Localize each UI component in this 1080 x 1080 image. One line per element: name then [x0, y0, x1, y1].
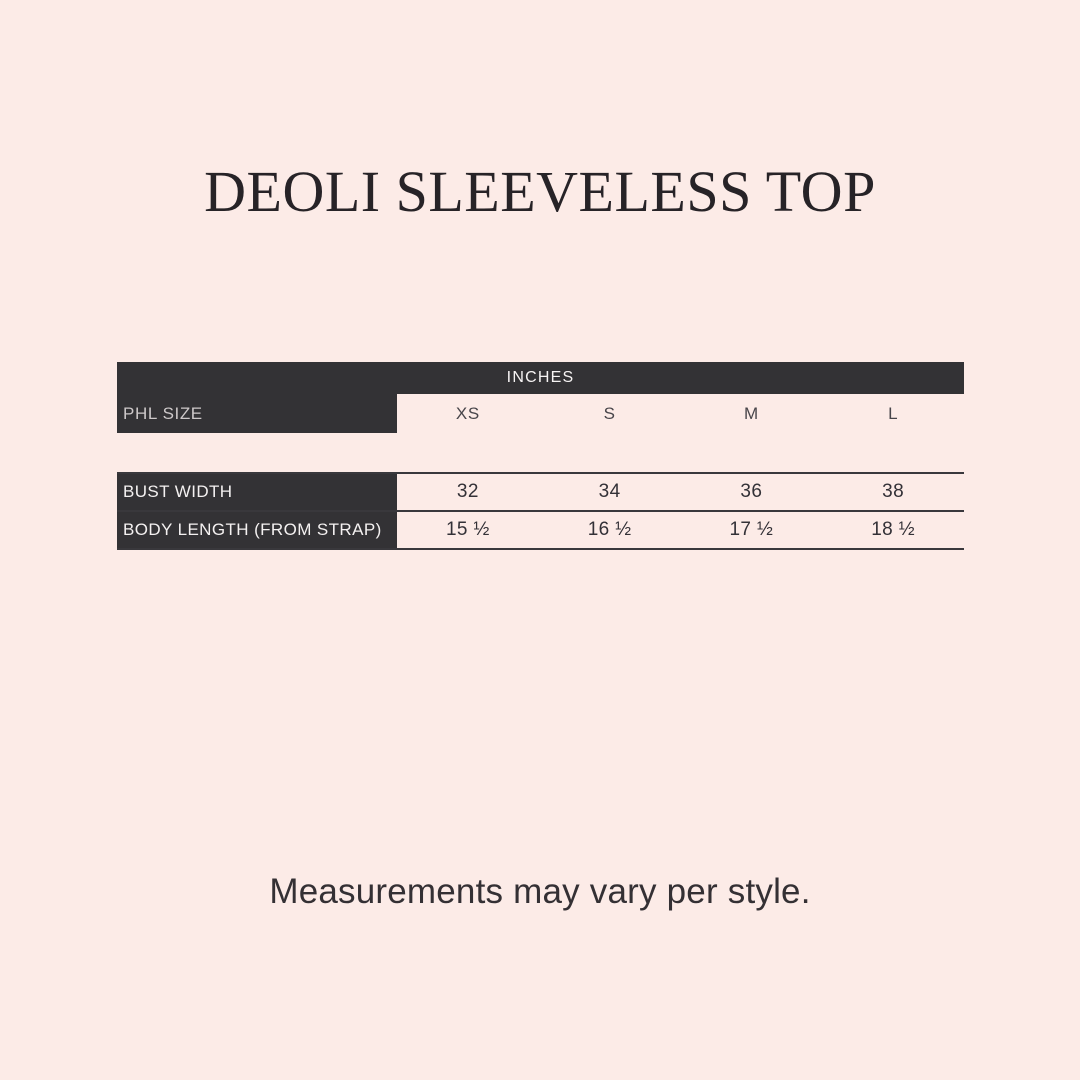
cell-bust-l: 38: [882, 481, 905, 502]
unit-header-label: INCHES: [506, 369, 575, 386]
cell-bust-m: 36: [740, 481, 763, 502]
size-columns: XS S M L: [397, 394, 964, 433]
row-cells: 15 ½ 16 ½ 17 ½ 18 ½: [397, 512, 964, 548]
size-col-s: S: [603, 403, 616, 423]
table-gap: [117, 433, 964, 472]
cell-length-l: 18 ½: [871, 519, 916, 540]
unit-header-bar: INCHES: [117, 362, 964, 394]
row-label-body-length: BODY LENGTH (FROM STRAP): [117, 512, 397, 548]
size-col-xs: XS: [455, 403, 480, 423]
row-cells: 32 34 36 38: [397, 474, 964, 510]
cell-bust-xs: 32: [456, 481, 479, 502]
page-title: DEOLI SLEEVELESS TOP: [204, 159, 876, 224]
cell-length-s: 16 ½: [587, 519, 632, 540]
size-header-row: PHL SIZE XS S M L: [117, 394, 964, 433]
cell-length-m: 17 ½: [729, 519, 774, 540]
size-col-m: M: [743, 403, 759, 423]
table-row-bust-width: BUST WIDTH 32 34 36 38: [117, 474, 964, 512]
row-label-bust-width: BUST WIDTH: [117, 474, 397, 510]
measurement-rows: BUST WIDTH 32 34 36 38 BODY LENGTH (FROM…: [117, 472, 964, 550]
cell-bust-s: 34: [598, 481, 621, 502]
table-row-body-length: BODY LENGTH (FROM STRAP) 15 ½ 16 ½ 17 ½ …: [117, 512, 964, 550]
cell-length-xs: 15 ½: [445, 519, 490, 540]
size-chart-table: INCHES PHL SIZE XS S M L BUST WIDTH 32 3…: [117, 362, 964, 550]
size-col-l: L: [888, 403, 899, 423]
corner-cell-phl-size: PHL SIZE: [117, 394, 397, 433]
footnote-text: Measurements may vary per style.: [269, 872, 811, 911]
